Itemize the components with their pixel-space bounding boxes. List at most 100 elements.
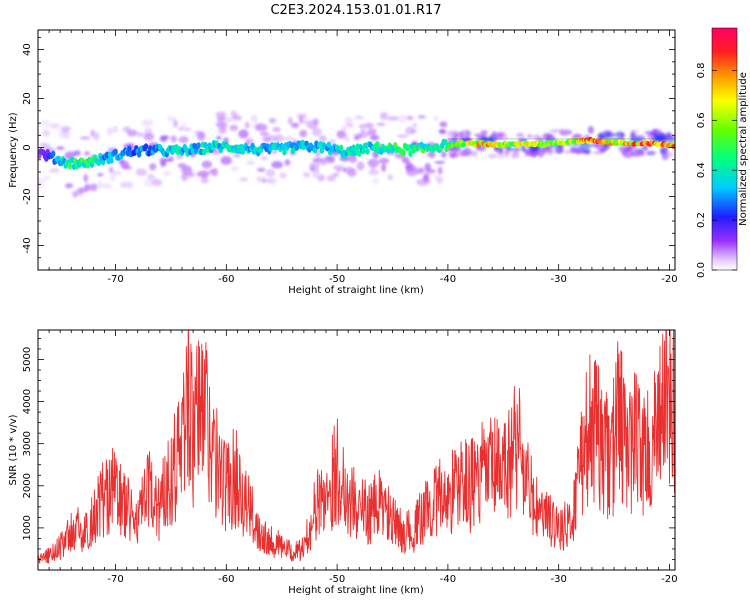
spectrogram-cell [244, 121, 250, 129]
spectrogram-cell [302, 121, 314, 126]
spectrogram-cell [372, 177, 380, 185]
x-tick-label: -60 [218, 274, 234, 285]
spectrogram-cell [439, 121, 448, 128]
spectrogram-cell [220, 156, 232, 165]
spectrogram-cell [274, 134, 284, 143]
spectrogram-cell [326, 174, 336, 182]
spectrogram-cell [72, 191, 78, 198]
spectrogram-cell [149, 163, 157, 171]
spectrogram-cell [480, 130, 488, 136]
spectrogram-cell [83, 151, 91, 156]
x-tick-label: -60 [218, 574, 234, 585]
spectrogram-cell [163, 170, 172, 176]
spectrogram-cell [620, 133, 625, 138]
x-tick-label: -50 [329, 274, 345, 285]
spectrogram-cell [62, 129, 69, 134]
spectrogram-cell [160, 161, 167, 168]
spectrogram-cell [135, 168, 147, 177]
spectrogram-cell [488, 153, 496, 159]
y-tick-label: 0 [22, 144, 33, 150]
spectrogram-x-tick-labels: -70 -60 -50 -40 -30 -20 [107, 274, 677, 285]
spectrogram-cell [43, 143, 51, 151]
spectrogram-cell [41, 119, 51, 128]
spectrogram-cell [239, 177, 249, 182]
snr-series-line [38, 330, 675, 564]
spectrogram-cell [527, 150, 539, 156]
spectrogram-cell [272, 150, 277, 154]
spectrogram-cell [434, 116, 439, 121]
colorbar-tick-label: 0.0 [696, 262, 707, 278]
spectrogram-cell [283, 136, 295, 141]
spectrogram-cell [434, 174, 439, 181]
spectrogram-cell [560, 129, 569, 137]
spectrogram-cell [267, 135, 278, 142]
spectrogram-cell [455, 131, 464, 139]
snr-x-axis-label: Height of straight line (km) [288, 585, 424, 596]
spectrogram-cell [143, 178, 154, 187]
spectrogram-cell [317, 174, 325, 182]
spectrogram-cell [196, 132, 206, 141]
spectrogram-cell [272, 127, 281, 132]
spectrogram-cell [662, 152, 674, 157]
spectrogram-cell [345, 123, 355, 128]
spectrogram-cell [250, 114, 258, 122]
spectrogram-cell [216, 135, 222, 140]
spectrogram-cell [122, 166, 133, 170]
colorbar-label: Normalized spectral amplitude [738, 72, 749, 226]
spectrogram-cell [387, 174, 394, 180]
snr-x-tick-labels: -70 -60 -50 -40 -30 -20 [107, 574, 677, 585]
spectrogram-cell [397, 114, 407, 124]
y-tick-label: 20 [22, 92, 33, 105]
spectrogram-x-axis-label: Height of straight line (km) [288, 285, 424, 296]
spectrogram-cell [666, 131, 672, 139]
spectrogram-cell [511, 147, 521, 152]
spectrogram-cell [336, 130, 347, 139]
spectrogram-cell [160, 135, 170, 140]
spectrogram-cell [502, 133, 508, 141]
colorbar-tick-label: 0.2 [696, 212, 707, 228]
spectrogram-cell [49, 168, 60, 173]
spectrogram-cell [97, 181, 103, 189]
spectrogram-cell [284, 159, 291, 166]
spectrogram-cell [605, 132, 616, 138]
spectrogram-cell [367, 128, 377, 136]
spectrogram-cell [168, 156, 174, 163]
spectrogram-frame [37, 29, 676, 271]
spectrogram-cell [287, 116, 293, 125]
spectrogram-ridge-cell [85, 162, 91, 169]
spectrogram-cell [512, 151, 519, 156]
x-tick-label: -20 [661, 274, 677, 285]
spectrogram-cell [449, 152, 457, 159]
spectrogram-cell [65, 183, 74, 189]
x-tick-label: -40 [440, 574, 456, 585]
spectrogram-cell [549, 128, 562, 134]
spectrogram-cell [89, 183, 98, 192]
spectrogram-cell [412, 123, 417, 128]
chart-title: C2E3.2024.153.01.01.R17 [270, 3, 441, 18]
snr-frame [37, 329, 676, 571]
spectrogram-cell [360, 127, 366, 132]
spectrogram-ridge-cell [109, 157, 114, 164]
spectrogram-cell [279, 172, 287, 179]
spectrogram-cell [200, 177, 210, 184]
y-tick-label: 1000 [22, 515, 33, 540]
spectrogram-cell [376, 122, 386, 126]
spectrogram-cell [73, 150, 81, 156]
spectrogram-cell [233, 153, 241, 158]
spectrogram-cell [178, 126, 184, 131]
spectrogram-cell [469, 150, 478, 157]
spectrogram-cell [146, 176, 157, 181]
spectrogram-cell [215, 111, 227, 118]
colorbar: 0.0 0.2 0.4 0.6 0.8 Normalized spectral … [696, 27, 749, 278]
spectrogram-cell [119, 181, 132, 189]
spectrogram-cell [211, 167, 219, 177]
spectrogram-cell [356, 161, 365, 171]
y-tick-label: 40 [22, 43, 33, 56]
x-tick-label: -40 [440, 274, 456, 285]
spectrogram-cell [434, 160, 446, 164]
snr-panel: -70 -60 -50 -40 -30 -20 1000 2000 3000 4… [8, 329, 678, 596]
spectrogram-cell [118, 158, 125, 165]
spectrogram-cell [381, 163, 386, 172]
spectrogram-cell [527, 134, 532, 138]
spectrogram-cell [542, 132, 553, 140]
